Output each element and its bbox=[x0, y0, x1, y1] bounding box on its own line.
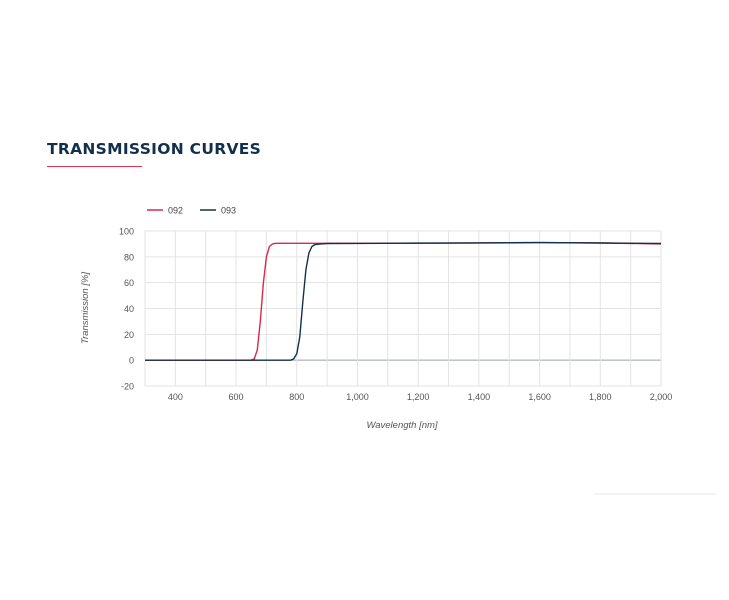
series bbox=[145, 241, 662, 361]
x-tick-label: 1,000 bbox=[346, 392, 369, 402]
y-tick-label: 80 bbox=[124, 252, 134, 262]
section-title: TRANSMISSION CURVES bbox=[47, 140, 262, 158]
axes: -20 0 20 40 60 80 100 400 600 800 1,000 1,200 1,400 1… bbox=[119, 227, 672, 403]
x-tick-label: 1,400 bbox=[468, 392, 491, 402]
x-tick-label: 800 bbox=[289, 392, 304, 402]
y-tick-label: 60 bbox=[124, 278, 134, 288]
x-tick-label: 1,600 bbox=[528, 392, 551, 402]
x-tick-label: 1,800 bbox=[589, 392, 612, 402]
y-tick-label: 100 bbox=[119, 227, 134, 237]
legend-label: 092 bbox=[168, 206, 183, 216]
y-tick-label: -20 bbox=[121, 382, 134, 392]
x-tick-label: 2,000 bbox=[650, 392, 673, 402]
x-tick-label: 600 bbox=[229, 392, 244, 402]
y-axis-label: Transmission [%] bbox=[80, 272, 91, 345]
y-tick-label: 0 bbox=[129, 356, 134, 366]
x-tick-label: 400 bbox=[168, 392, 183, 402]
title-underline bbox=[47, 166, 142, 167]
legend: 092 093 bbox=[147, 206, 236, 216]
series-line-092 bbox=[145, 241, 662, 361]
x-axis-label: Wavelength [nm] bbox=[366, 420, 437, 431]
y-tick-label: 40 bbox=[124, 304, 134, 314]
series-line-093 bbox=[145, 241, 662, 361]
grid bbox=[144, 230, 662, 387]
divider bbox=[594, 493, 716, 495]
y-tick-label: 20 bbox=[124, 330, 134, 340]
legend-label: 093 bbox=[221, 206, 236, 216]
x-tick-label: 1,200 bbox=[407, 392, 430, 402]
